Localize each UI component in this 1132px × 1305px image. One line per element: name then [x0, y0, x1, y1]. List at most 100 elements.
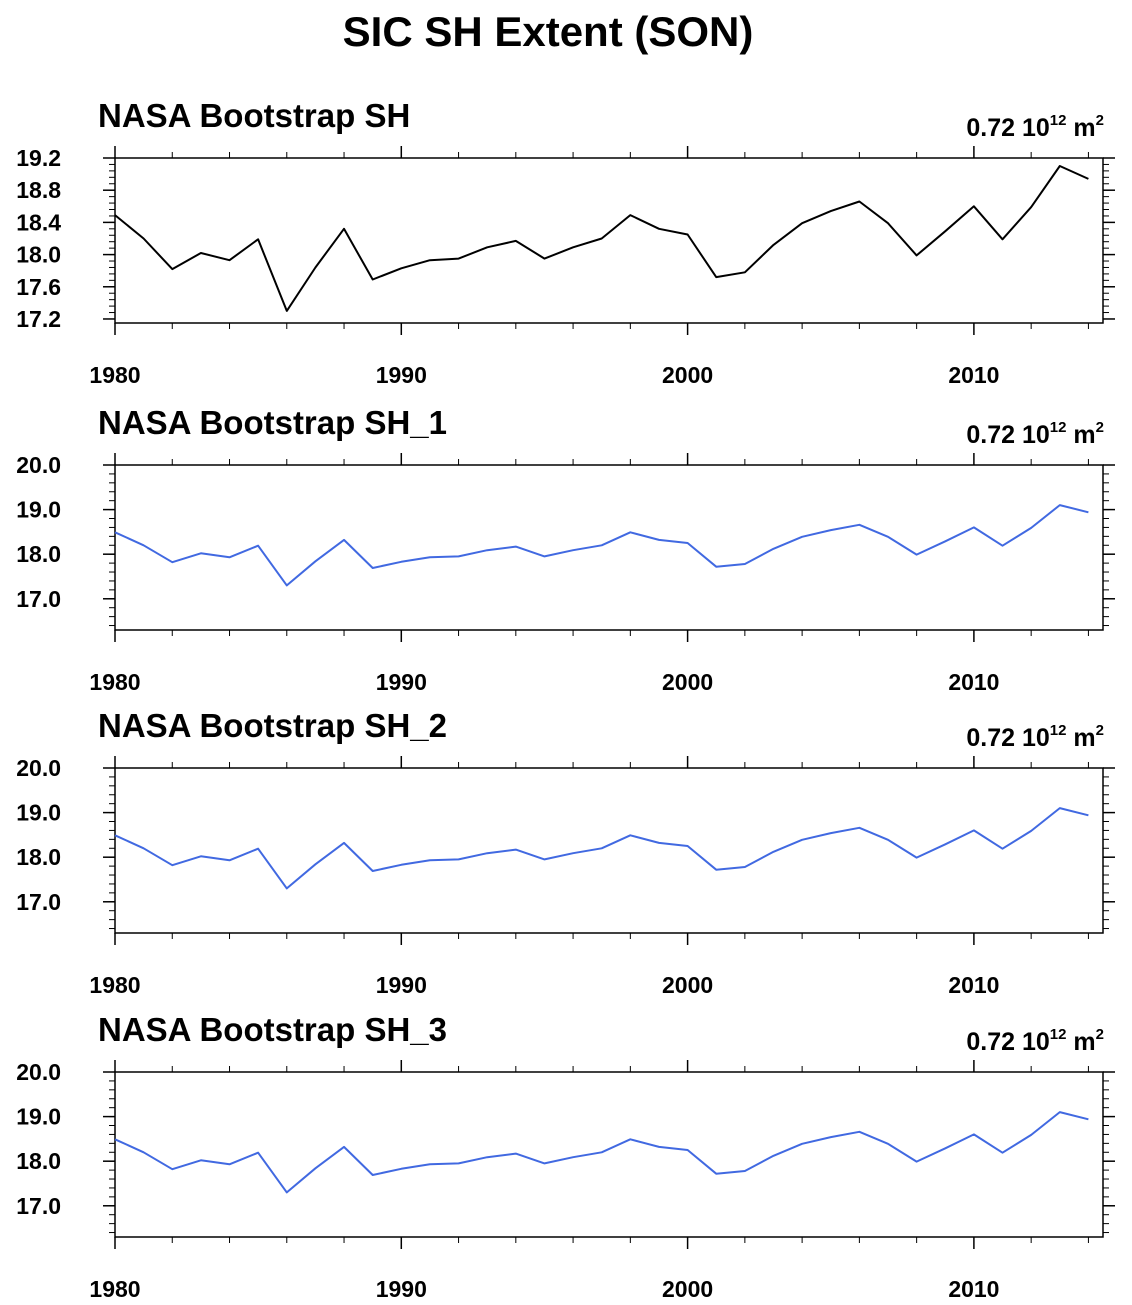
data-point	[343, 539, 345, 541]
data-point	[887, 839, 889, 841]
unit-symbol-exponent: 2	[1096, 419, 1104, 436]
data-point	[543, 555, 545, 557]
data-point	[458, 258, 460, 260]
data-point	[801, 1143, 803, 1145]
unit-exponent: 12	[1050, 722, 1067, 739]
data-point	[744, 563, 746, 565]
x-tick-label: 1980	[89, 1276, 140, 1302]
data-point	[715, 1173, 717, 1175]
data-point	[973, 526, 975, 528]
data-point	[314, 863, 316, 865]
x-tick-label: 2000	[662, 669, 713, 695]
data-point	[486, 549, 488, 551]
y-tick-label: 19.2	[16, 145, 61, 171]
data-point	[314, 266, 316, 268]
data-point	[629, 834, 631, 836]
data-point	[200, 552, 202, 554]
plot-frame	[114, 464, 1104, 631]
unit-annotation: 0.72 1012 m2	[966, 112, 1104, 142]
unit-annotation: 0.72 1012 m2	[966, 1026, 1104, 1056]
data-point	[143, 544, 145, 546]
data-point	[772, 548, 774, 550]
data-point	[944, 843, 946, 845]
data-point	[143, 1151, 145, 1153]
unit-exponent: 12	[1050, 1026, 1067, 1043]
data-point	[830, 832, 832, 834]
unit-symbol: m	[1066, 724, 1095, 752]
data-point	[572, 852, 574, 854]
data-point	[1030, 830, 1032, 832]
unit-value: 0.72 10	[966, 1028, 1049, 1056]
plot-frame	[114, 157, 1104, 324]
data-point	[916, 1161, 918, 1163]
data-point	[229, 259, 231, 261]
data-point	[543, 258, 545, 260]
y-tick-label: 18.8	[16, 177, 61, 203]
data-point	[658, 539, 660, 541]
data-point	[858, 200, 860, 202]
data-point	[744, 271, 746, 273]
data-point	[171, 1168, 173, 1170]
data-point	[830, 210, 832, 212]
data-point	[143, 847, 145, 849]
data-point	[572, 246, 574, 248]
panel-title: NASA Bootstrap SH_2	[98, 707, 447, 744]
series-line	[114, 165, 1089, 312]
data-point	[858, 1131, 860, 1133]
data-point	[1059, 165, 1061, 167]
data-point	[572, 1156, 574, 1158]
data-point	[601, 1151, 603, 1153]
x-tick-label: 2010	[948, 362, 999, 388]
unit-value: 0.72 10	[966, 114, 1049, 142]
data-point	[515, 240, 517, 242]
data-point	[715, 276, 717, 278]
data-point	[400, 267, 402, 269]
y-tick-label: 20.0	[16, 452, 61, 478]
y-tick-label: 18.0	[16, 844, 61, 870]
data-point	[458, 555, 460, 557]
data-point	[830, 529, 832, 531]
data-point	[601, 544, 603, 546]
data-point	[887, 1143, 889, 1145]
x-tick-label: 1980	[89, 362, 140, 388]
data-point	[830, 1136, 832, 1138]
data-point	[171, 561, 173, 563]
data-point	[372, 279, 374, 281]
data-point	[944, 1147, 946, 1149]
x-tick-label: 1980	[89, 972, 140, 998]
data-point	[429, 859, 431, 861]
unit-exponent: 12	[1050, 419, 1067, 436]
data-point	[171, 864, 173, 866]
data-point	[200, 855, 202, 857]
y-tick-label: 19.0	[16, 1104, 61, 1130]
data-point	[629, 1138, 631, 1140]
unit-annotation: 0.72 1012 m2	[966, 419, 1104, 449]
panel-4: NASA Bootstrap SH_3 0.72 1012 m2 17.0 18.0 1…	[16, 1011, 1115, 1302]
x-tick-label: 1980	[89, 669, 140, 695]
data-point	[715, 566, 717, 568]
x-tick-label: 2010	[948, 1276, 999, 1302]
unit-value: 0.72 10	[966, 421, 1049, 449]
data-point	[944, 540, 946, 542]
data-point	[916, 857, 918, 859]
plot-frame	[114, 1071, 1104, 1238]
data-point	[973, 829, 975, 831]
data-point	[486, 1156, 488, 1158]
series-line	[114, 1111, 1089, 1194]
data-point	[772, 1155, 774, 1157]
data-point	[114, 531, 116, 533]
data-point	[229, 1163, 231, 1165]
data-point	[916, 254, 918, 256]
data-point	[973, 1133, 975, 1135]
data-point	[1002, 545, 1004, 547]
data-point	[1087, 178, 1089, 180]
data-point	[858, 524, 860, 526]
panel-title: NASA Bootstrap SH_3	[98, 1011, 447, 1048]
x-tick-label: 1990	[376, 362, 427, 388]
data-point	[715, 869, 717, 871]
data-point	[1030, 1134, 1032, 1136]
data-point	[887, 222, 889, 224]
data-point	[973, 205, 975, 207]
data-point	[200, 252, 202, 254]
unit-exponent: 12	[1050, 112, 1067, 129]
